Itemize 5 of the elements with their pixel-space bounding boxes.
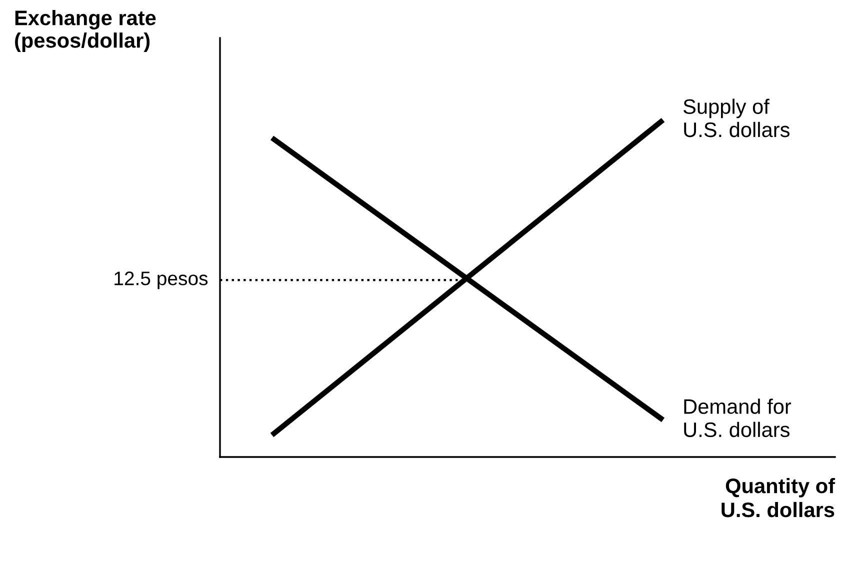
series-label: Demand for U.S. dollars bbox=[684, 398, 792, 438]
series-label: Supply of U.S. dollars bbox=[683, 98, 790, 138]
y-axis-title: Exchange rate (pesos/dollar) bbox=[15, 10, 156, 52]
ref-line-label: 12.5 pesos bbox=[114, 272, 208, 290]
x-axis-title: Quantity of U.S. dollars bbox=[722, 478, 836, 518]
